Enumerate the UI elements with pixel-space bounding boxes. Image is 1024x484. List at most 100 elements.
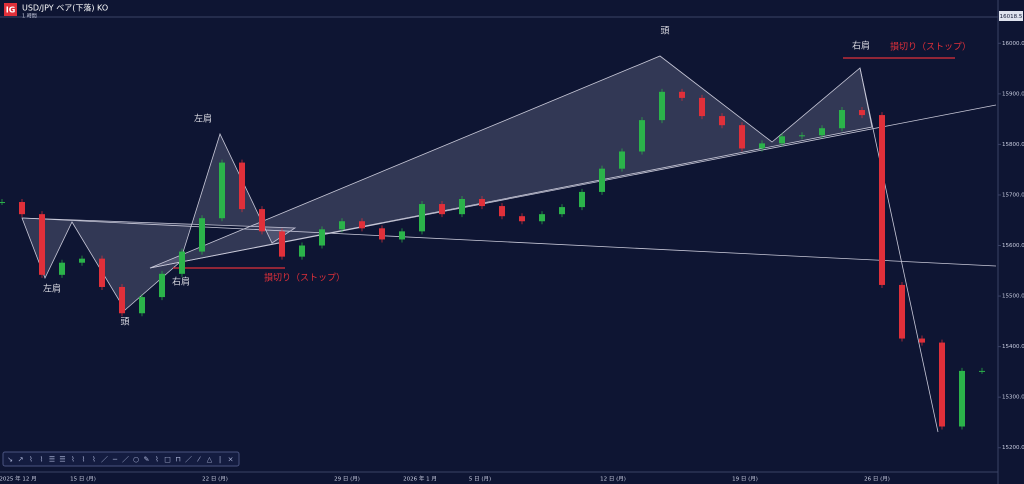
last-price-tag (999, 11, 1023, 21)
logo: IG (6, 6, 16, 15)
y-tick-label: 16000.0 (1002, 41, 1024, 47)
candle (459, 199, 465, 215)
candle (399, 231, 405, 240)
candle (499, 206, 505, 217)
candle (279, 231, 285, 257)
y-tick-label: 15500.0 (1002, 294, 1024, 300)
candle (359, 221, 365, 229)
candle (159, 273, 165, 298)
annotation: 頭 (120, 317, 129, 328)
candle (719, 116, 725, 126)
toolbar-icon: ↗ (18, 456, 24, 464)
candle (339, 221, 345, 230)
drawing-toolbar[interactable] (2, 451, 240, 467)
annotation: 右肩 (172, 276, 190, 288)
pattern-2 (149, 55, 873, 269)
y-tick-label: 15700.0 (1002, 192, 1024, 198)
y-tick-label: 15400.0 (1002, 344, 1024, 350)
annotation: 左肩 (43, 283, 61, 295)
annotation: 頭 (660, 26, 669, 37)
instrument-title: USD/JPY ベア(下落) KO (22, 3, 108, 13)
candle (859, 110, 865, 116)
candle (619, 151, 625, 169)
x-tick-label: 19 日 (月) (732, 476, 758, 483)
candle (639, 120, 645, 152)
candle (99, 258, 105, 287)
toolbar-icon: △ (207, 456, 213, 464)
candle (59, 262, 65, 275)
candle (959, 370, 965, 427)
candle (139, 297, 145, 314)
annotation: 損切り（ストップ） (264, 272, 345, 284)
toolbar-icon: × (228, 456, 234, 464)
candle (299, 245, 305, 257)
candle (79, 258, 85, 263)
candle (19, 202, 25, 215)
toolbar-icon: ☰ (59, 456, 65, 464)
candle (519, 216, 525, 222)
y-tick-label: 15200.0 (1002, 445, 1024, 451)
x-tick-label: 2025 年 12 月 (0, 475, 37, 483)
candle (319, 229, 325, 246)
toolbar-icon: ／ (122, 456, 129, 464)
x-tick-label: 12 日 (月) (600, 476, 626, 483)
toolbar-icon: | (219, 456, 221, 464)
last-price: 16018.5 (1000, 14, 1023, 20)
toolbar-icon: ⌇ (155, 456, 158, 464)
candle (579, 191, 585, 208)
toolbar-icon: ⌇ (92, 456, 95, 464)
candle (839, 110, 845, 129)
candle (879, 115, 885, 285)
candle (199, 218, 205, 252)
logo-box (4, 3, 17, 16)
candle (819, 128, 825, 136)
toolbar-icon: ☰ (49, 456, 55, 464)
toolbar-icon: ⌇ (82, 456, 85, 464)
candle (759, 143, 765, 149)
candle (259, 209, 265, 232)
candle (659, 91, 665, 121)
toolbar-icon: ⁄ (196, 456, 201, 464)
candle (679, 91, 685, 98)
annotation: 左肩 (194, 113, 212, 125)
candle (119, 286, 125, 314)
x-tick-label: 29 日 (月) (334, 476, 360, 483)
candle (379, 228, 385, 240)
x-tick-label: 22 日 (月) (202, 476, 228, 483)
x-tick-label: 15 日 (月) (70, 476, 96, 483)
y-tick-label: 15800.0 (1002, 142, 1024, 148)
interval: 1 時間 (22, 14, 37, 20)
toolbar-icon: ↘ (7, 456, 13, 464)
y-tick-label: 15900.0 (1002, 91, 1024, 97)
candle (179, 251, 185, 274)
neckline-1 (21, 217, 997, 267)
candle (219, 162, 225, 219)
candle (979, 370, 985, 372)
toolbar-icon: ⊓ (175, 456, 180, 464)
candle (539, 214, 545, 222)
x-tick-label: 26 日 (月) (864, 476, 890, 483)
x-tick-label: 2026 年 1 月 (403, 475, 437, 483)
toolbar-icon: ／ (101, 456, 108, 464)
toolbar-icon: ○ (133, 456, 139, 464)
neckline-2 (149, 104, 997, 269)
annotation: 損切り（ストップ） (890, 41, 971, 53)
toolbar-icon: ⌇ (71, 456, 74, 464)
toolbar-icon: ／ (185, 456, 192, 464)
y-tick-label: 15300.0 (1002, 395, 1024, 401)
toolbar-icon: ✎ (144, 456, 150, 464)
toolbar-icon: □ (164, 456, 171, 464)
toolbar-icon: ⌇ (40, 456, 43, 464)
toolbar-icon: ⌇ (29, 456, 32, 464)
candle (479, 199, 485, 207)
annotation: 右肩 (852, 40, 870, 52)
candle (899, 284, 905, 339)
candle (439, 204, 445, 215)
candle (739, 125, 745, 149)
y-tick-label: 15600.0 (1002, 243, 1024, 249)
candle (939, 342, 945, 427)
x-tick-label: 5 日 (月) (469, 476, 491, 483)
candle (599, 168, 605, 192)
